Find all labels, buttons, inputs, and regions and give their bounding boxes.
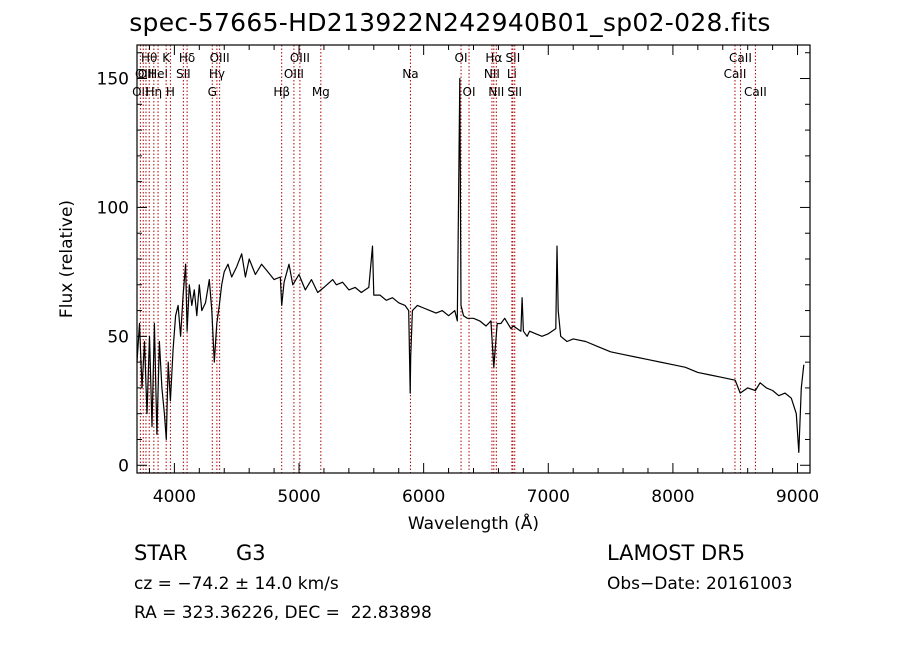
- line-marker-label: OII: [132, 85, 149, 99]
- line-marker-label: HeI: [148, 67, 168, 81]
- y-tick-label: 0: [118, 456, 129, 476]
- line-marker-label: OII: [138, 67, 155, 81]
- y-tick-label: 150: [97, 70, 129, 90]
- line-marker-label: CaII: [729, 51, 752, 65]
- x-tick-label: 5000: [277, 487, 320, 507]
- line-marker-label: SII: [506, 51, 521, 65]
- line-marker-label: SII: [507, 85, 522, 99]
- line-marker-label: G: [208, 85, 217, 99]
- line-marker-label: OI: [463, 85, 476, 99]
- line-marker-label: CaII: [724, 67, 747, 81]
- line-marker-label: H: [166, 85, 175, 99]
- x-axis-label: Wavelength (Å): [408, 512, 539, 534]
- sky-coordinates: RA = 323.36226, DEC = 22.83898: [134, 603, 432, 623]
- plot-frame: [136, 44, 811, 474]
- survey-name: LAMOST DR5: [607, 541, 746, 565]
- plot-axes: [136, 44, 811, 474]
- object-class: STAR: [134, 541, 188, 565]
- x-tick-label: 7000: [527, 487, 570, 507]
- y-axis-label: Flux (relative): [57, 200, 77, 318]
- line-marker-label: NII: [484, 67, 500, 81]
- line-marker-label: OIII: [290, 51, 310, 65]
- observation-date: Obs−Date: 20161003: [607, 574, 793, 594]
- chart-title: spec-57665-HD213922N242940B01_sp02-028.f…: [129, 8, 771, 37]
- line-marker-label: Hβ: [273, 85, 290, 99]
- line-marker-label: OIII: [284, 67, 304, 81]
- line-marker-label: K: [162, 51, 171, 65]
- line-marker-label: SII: [176, 67, 191, 81]
- object-subclass: G3: [236, 541, 266, 565]
- spectrum-series: [136, 77, 805, 453]
- y-tick-label: 100: [97, 198, 129, 218]
- line-marker-label: Mg: [312, 85, 330, 99]
- x-tick-label: 9000: [776, 487, 819, 507]
- line-marker-label: NII: [488, 85, 504, 99]
- y-tick-label: 50: [107, 327, 129, 347]
- line-marker-label: Na: [402, 67, 418, 81]
- x-tick-label: 8000: [651, 487, 694, 507]
- line-marker-label: Hθ: [141, 51, 157, 65]
- spectral-line-markers: OIIOIIOIIHθHηHeIKHSIIHδGHγOIIIHβOIIIOIII…: [132, 45, 767, 473]
- line-marker-label: Li: [507, 67, 517, 81]
- x-tick-label: 4000: [153, 487, 196, 507]
- line-marker-label: OI: [455, 51, 468, 65]
- line-marker-label: Hγ: [209, 67, 225, 81]
- line-marker-label: Hδ: [179, 51, 195, 65]
- line-marker-label: OIII: [210, 51, 230, 65]
- line-marker-label: CaII: [744, 85, 767, 99]
- line-marker-label: Hη: [146, 85, 163, 99]
- x-tick-label: 6000: [402, 487, 445, 507]
- spectrum-line: [136, 77, 805, 453]
- axis-ticks: 4000 5000 6000 7000 8000 9000 0 50 100 150 Wavelen…: [57, 45, 819, 534]
- line-marker-label: Hα: [485, 51, 502, 65]
- line-marker-label: OII: [135, 67, 152, 81]
- redshift-velocity: cz = −74.2 ± 14.0 km/s: [134, 574, 339, 594]
